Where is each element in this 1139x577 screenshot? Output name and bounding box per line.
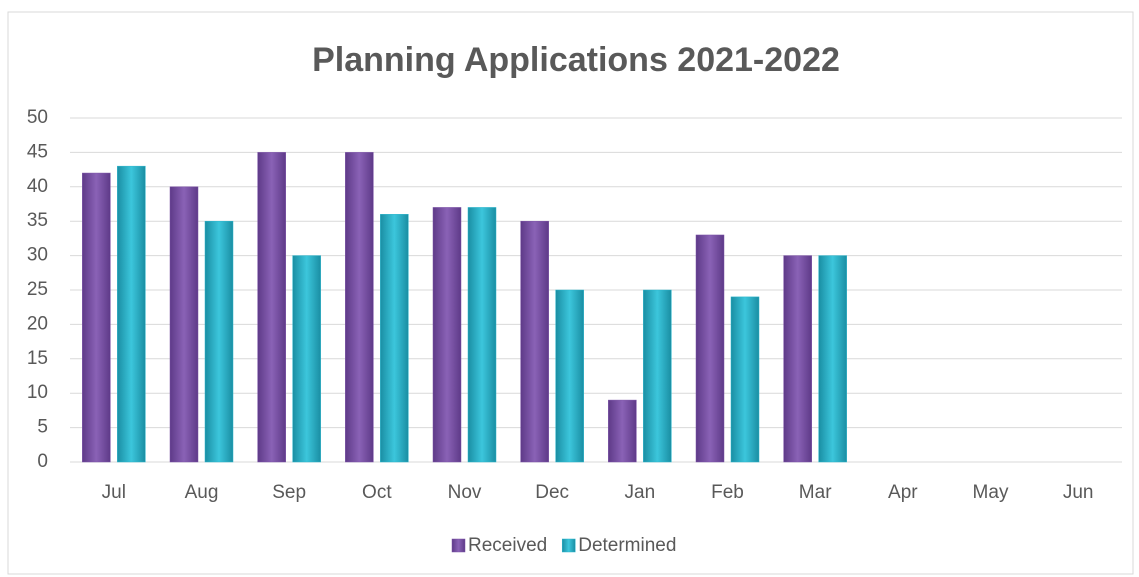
legend-swatch: [561, 538, 576, 553]
x-tick-label: Nov: [448, 482, 482, 503]
x-tick-label: Mar: [799, 482, 832, 503]
y-tick-label: 10: [27, 382, 48, 403]
legend-label: Received: [468, 535, 547, 556]
bar: [257, 152, 286, 463]
bar: [380, 214, 409, 463]
y-tick-label: 30: [27, 245, 48, 266]
legend-swatch: [451, 538, 466, 553]
x-tick-label: Feb: [711, 482, 744, 503]
x-tick-label: Aug: [185, 482, 219, 503]
x-tick-label: Jun: [1063, 482, 1094, 503]
x-tick-label: Oct: [362, 482, 392, 503]
y-tick-label: 25: [27, 279, 48, 300]
bar: [292, 255, 321, 463]
y-tick-label: 15: [27, 348, 48, 369]
bar: [695, 234, 725, 463]
y-tick-label: 20: [27, 313, 48, 334]
bar: [520, 220, 549, 463]
y-tick-label: 35: [27, 210, 48, 231]
bar: [345, 152, 374, 463]
y-tick-label: 5: [37, 417, 48, 438]
x-tick-label: Jul: [102, 482, 126, 503]
chart-title: Planning Applications 2021-2022: [312, 41, 840, 79]
bar: [783, 255, 812, 463]
bar: [204, 220, 234, 463]
bar: [555, 289, 584, 463]
legend-label: Determined: [578, 535, 676, 556]
x-tick-label: May: [973, 482, 1009, 503]
y-tick-label: 45: [27, 141, 48, 162]
y-tick-label: 40: [27, 176, 48, 197]
bar: [82, 172, 111, 463]
x-tick-label: Dec: [535, 482, 569, 503]
x-tick-label: Jan: [625, 482, 656, 503]
y-tick-label: 0: [37, 451, 48, 472]
bar: [818, 255, 847, 463]
x-tick-label: Sep: [272, 482, 306, 503]
x-tick-label: Apr: [888, 482, 918, 503]
bar: [608, 399, 637, 463]
bar: [432, 207, 462, 463]
bar: [730, 296, 760, 463]
bar: [169, 186, 199, 463]
bar: [467, 207, 497, 463]
bar: [117, 165, 146, 463]
bar: [643, 289, 672, 463]
y-tick-label: 50: [27, 107, 48, 128]
